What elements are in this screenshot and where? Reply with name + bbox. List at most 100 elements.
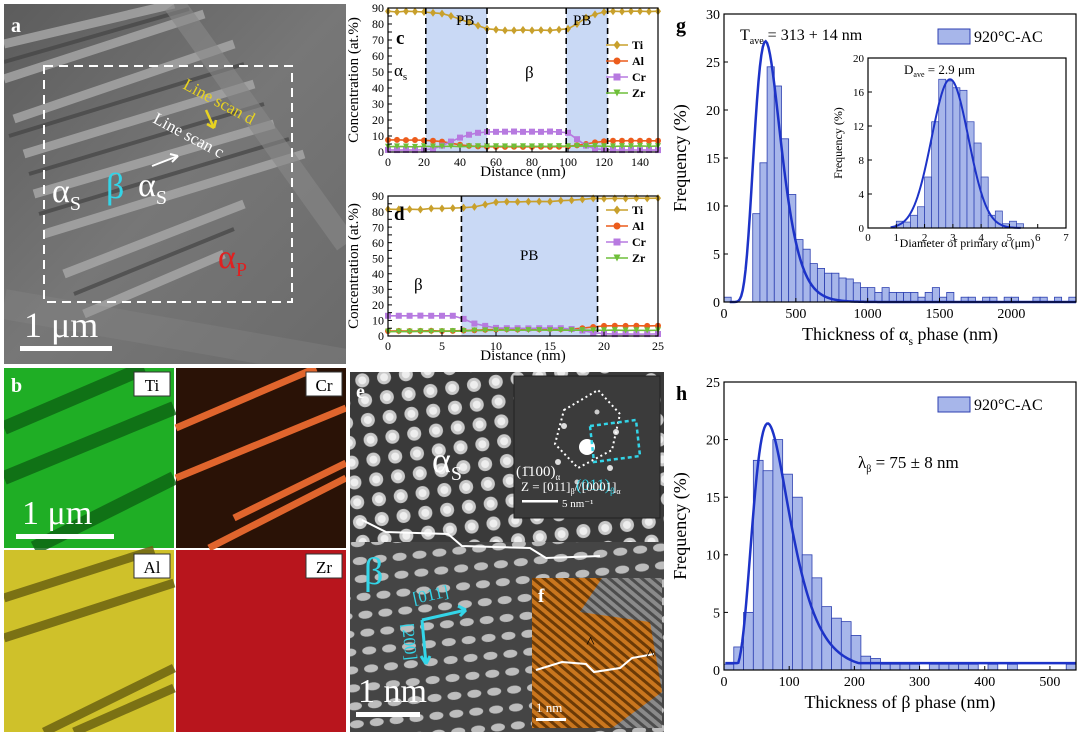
data-point (601, 143, 607, 150)
y-axis-label: Concentration (at.%) (348, 17, 362, 143)
data-point (448, 138, 454, 145)
selection-box (43, 65, 293, 303)
data-point (428, 312, 435, 319)
histogram-bar (831, 617, 842, 671)
y-tick-label: 70 (372, 220, 384, 234)
line-scan-c-chart: 0204060801001201400510152025303540455055… (348, 1, 661, 180)
x-tick-label: 1 (894, 232, 900, 244)
fft-beta-plane-label: (011)β (576, 477, 615, 496)
histogram-bar (896, 291, 904, 303)
data-point (644, 194, 651, 203)
y-tick-label: 20 (706, 434, 720, 449)
y-tick-label: 30 (706, 8, 720, 23)
data-point (583, 13, 589, 22)
data-point (457, 143, 463, 150)
data-point (417, 312, 424, 319)
y-tick-label: 15 (706, 152, 720, 167)
data-point (601, 8, 607, 16)
beta-thickness-histogram: 0 100 200 300 400 500 0 5 10 15 20 25 Thickness of β… (670, 376, 1077, 713)
data-point (592, 10, 598, 19)
data-point (619, 143, 625, 150)
direction-arrow-200 (420, 619, 428, 665)
panel-h-letter: h (676, 383, 687, 405)
x-tick-label: 10 (490, 339, 502, 353)
histogram-bar (766, 66, 775, 303)
data-point (511, 128, 517, 135)
lognormal-fit-curve (725, 422, 1076, 665)
y-tick-label: 90 (372, 189, 384, 203)
data-point (536, 327, 543, 334)
data-point (556, 129, 562, 135)
data-point (471, 320, 478, 327)
histogram-bar (801, 554, 813, 671)
histogram-bar (948, 663, 960, 671)
data-point (610, 146, 616, 153)
y-tick-label: 20 (372, 113, 384, 127)
panel-g: 0 500 1000 1500 2000 0 5 10 15 20 25 30 Thickness of… (668, 0, 1080, 368)
data-point (439, 312, 445, 319)
data-point (493, 327, 499, 334)
data-point (493, 25, 499, 34)
data-point (613, 238, 621, 246)
cr-map-label: Cr (316, 376, 333, 395)
data-point (406, 328, 413, 335)
pb-right-label: PB (573, 13, 591, 29)
y-tick-label: 80 (372, 17, 384, 31)
data-point (611, 327, 618, 334)
data-point (475, 129, 481, 136)
y-tick-label: 10 (372, 129, 384, 143)
x-tick-label: 100 (779, 675, 800, 690)
data-point (449, 328, 456, 335)
data-point (557, 196, 564, 205)
histogram-bar (945, 80, 954, 229)
direction-arrow-011 (421, 608, 467, 622)
data-point (406, 312, 413, 319)
data-point (613, 57, 621, 65)
y-tick-label: 5 (713, 606, 720, 621)
data-point (529, 128, 535, 135)
data-point (428, 204, 435, 213)
histogram-bar (910, 291, 919, 303)
data-point (611, 194, 618, 203)
x-tick-label: 0 (721, 307, 728, 322)
data-point (448, 12, 454, 20)
scale-bar-label-f: 1 nm (536, 700, 562, 715)
y-tick-label: 15 (706, 491, 720, 506)
histogram-bar (880, 663, 891, 671)
y-tick-label: 80 (372, 205, 384, 219)
data-point (613, 205, 621, 215)
y-tick-label: 50 (372, 65, 384, 79)
data-point (430, 8, 436, 17)
data-point (482, 327, 489, 334)
histogram-bar (752, 213, 761, 303)
alpha-s-region-label: αs (394, 61, 407, 83)
data-point (547, 197, 553, 206)
alpha-s-label-left: αS (52, 173, 81, 215)
y-tick-label: 30 (372, 97, 384, 111)
data-point (514, 197, 521, 206)
data-point (601, 194, 607, 203)
histogram-bar (924, 291, 933, 303)
x-axis-label: Diameter of primary α (μm) (900, 236, 1035, 250)
histogram-bar (899, 663, 911, 671)
data-point (592, 142, 598, 149)
y-tick-label: 25 (706, 376, 720, 391)
fft-alpha-plane-label: (1̄100)α (516, 464, 560, 482)
legend-label-ti: Ti (632, 38, 644, 52)
histogram-bar (889, 663, 901, 671)
plot-frame (867, 57, 1067, 229)
data-point (482, 322, 489, 329)
histogram-bar (917, 206, 925, 229)
x-tick-label: 3 (950, 232, 956, 244)
data-point (520, 25, 526, 34)
histogram-bar (792, 496, 803, 671)
panel-c-letter: c (396, 28, 404, 49)
data-point (525, 197, 532, 206)
data-point (403, 143, 409, 150)
data-point (557, 327, 564, 334)
al-map-label: Al (144, 558, 161, 577)
data-point (529, 143, 535, 150)
data-point (439, 143, 445, 150)
panel-f: ˄ ˄ f 1 nm (532, 578, 662, 728)
histogram-bar (909, 663, 920, 671)
